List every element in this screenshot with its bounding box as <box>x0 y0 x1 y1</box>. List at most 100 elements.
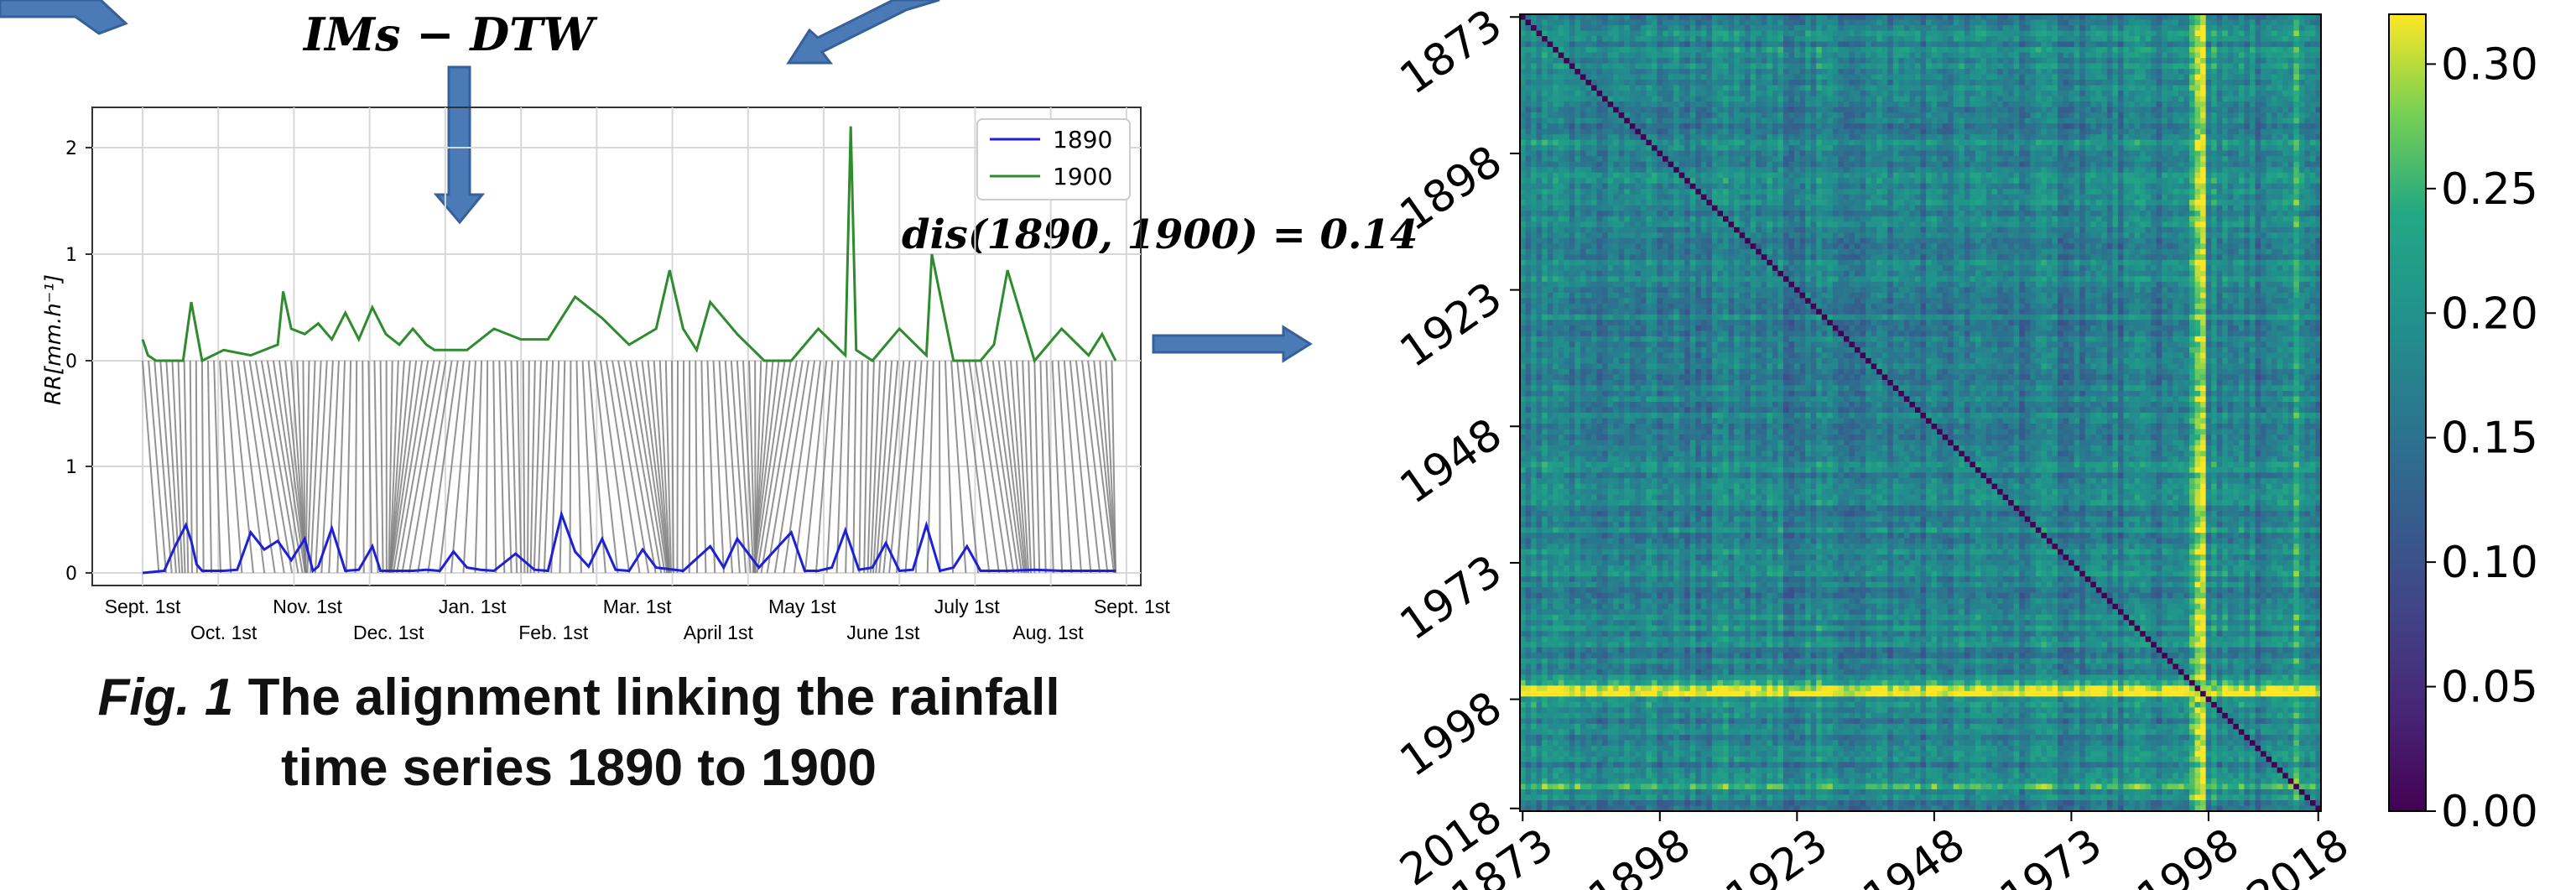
heatmap-cell <box>2019 134 2025 140</box>
heatmap-cell <box>2178 167 2184 173</box>
heatmap-cell <box>2074 107 2080 113</box>
heatmap-cell <box>1756 145 1762 151</box>
heatmap-cell <box>1975 123 1981 129</box>
heatmap-cell <box>1657 101 1663 107</box>
heatmap-cell <box>2310 14 2316 20</box>
heatmap-cell <box>2162 53 2167 59</box>
heatmap-cell <box>2266 101 2272 107</box>
heatmap-cell <box>1580 31 1586 37</box>
heatmap-cell <box>1608 58 1614 64</box>
heatmap-cell <box>1965 162 1970 168</box>
heatmap-cell <box>1789 69 1795 75</box>
heatmap-cell <box>2063 112 2069 118</box>
heatmap-cell <box>2041 151 2047 157</box>
heatmap-cell <box>1734 25 1740 31</box>
heatmap-cell <box>1695 151 1701 157</box>
heatmap-cell <box>1619 25 1625 31</box>
heatmap-cell <box>1827 75 1833 81</box>
heatmap-cell <box>1673 112 1679 118</box>
heatmap-cell <box>1833 129 1839 135</box>
heatmap-cell <box>1531 178 1537 184</box>
heatmap-cell <box>1844 173 1850 179</box>
heatmap-cell <box>1975 134 1981 140</box>
heatmap-cell <box>1822 118 1828 124</box>
heatmap-cell <box>1822 184 1828 190</box>
heatmap-cell <box>1745 80 1751 86</box>
heatmap-cell <box>2200 42 2206 48</box>
heatmap-cell <box>2118 118 2124 124</box>
heatmap-cell <box>2085 53 2091 59</box>
heatmap-cell <box>1542 20 1548 26</box>
heatmap-cell <box>1717 118 1723 124</box>
heatmap-cell <box>1932 69 1938 75</box>
heatmap-cell <box>2173 167 2178 173</box>
heatmap-cell <box>2052 118 2058 124</box>
heatmap-cell <box>1585 42 1591 48</box>
heatmap-cell <box>2101 145 2107 151</box>
heatmap-cell <box>1800 96 1806 102</box>
heatmap-cell <box>1811 91 1817 96</box>
heatmap-cell <box>2189 118 2195 124</box>
heatmap-cell <box>1800 173 1806 179</box>
heatmap-cell <box>2025 20 2031 26</box>
heatmap-cell <box>1756 53 1762 59</box>
heatmap-cell <box>1882 47 1888 53</box>
heatmap-cell <box>1673 107 1679 113</box>
heatmap-cell <box>1569 53 1575 59</box>
heatmap-cell <box>1652 47 1657 53</box>
heatmap-cell <box>1597 156 1603 162</box>
heatmap-cell <box>2200 178 2206 184</box>
heatmap-cell <box>1597 123 1603 129</box>
heatmap-cell <box>2129 96 2135 102</box>
heatmap-cell <box>1630 184 1636 190</box>
heatmap-cell <box>1619 156 1625 162</box>
heatmap-cell <box>2129 156 2135 162</box>
heatmap-cell <box>2299 96 2305 102</box>
heatmap-cell <box>1706 151 1712 157</box>
heatmap-cell <box>2118 178 2124 184</box>
heatmap-cell <box>2085 58 2091 64</box>
heatmap-cell <box>2239 58 2245 64</box>
heatmap-cell <box>2222 96 2228 102</box>
heatmap-cell <box>1822 14 1828 20</box>
heatmap-cell <box>1585 184 1591 190</box>
heatmap-cell <box>1838 140 1844 146</box>
heatmap-cell <box>1641 91 1647 96</box>
heatmap-cell <box>1613 134 1619 140</box>
heatmap-cell <box>1542 25 1548 31</box>
heatmap-cell <box>2272 118 2277 124</box>
heatmap-cell <box>1553 96 1559 102</box>
heatmap-cell <box>1915 31 1921 37</box>
heatmap-cell <box>1822 86 1828 91</box>
x-tick-label-month: Nov. 1st <box>273 596 342 617</box>
heatmap-cell <box>1684 86 1690 91</box>
heatmap-cell <box>1684 64 1690 70</box>
heatmap-cell <box>2112 80 2118 86</box>
heatmap-cell <box>2233 118 2239 124</box>
heatmap-cell <box>1613 47 1619 53</box>
heatmap-cell <box>1805 53 1811 59</box>
heatmap-cell <box>2288 101 2294 107</box>
heatmap-cell <box>1954 107 1959 113</box>
heatmap-cell <box>1701 69 1707 75</box>
heatmap-cell <box>1833 140 1839 146</box>
heatmap-cell <box>1794 107 1800 113</box>
heatmap-cell <box>1574 91 1580 96</box>
heatmap-cell <box>2211 80 2217 86</box>
heatmap-cell <box>2293 173 2299 179</box>
heatmap-cell <box>1657 118 1663 124</box>
heatmap-cell <box>1975 64 1981 70</box>
heatmap-cell <box>1986 178 1992 184</box>
heatmap-cell <box>1904 47 1910 53</box>
heatmap-cell <box>2233 156 2239 162</box>
heatmap-cell <box>2272 107 2277 113</box>
heatmap-cell <box>1948 112 1954 118</box>
heatmap-cell <box>1932 14 1938 20</box>
heatmap-cell <box>2266 91 2272 96</box>
heatmap-cell <box>2228 129 2234 135</box>
heatmap-cell <box>2162 107 2167 113</box>
heatmap-cell <box>1679 58 1685 64</box>
heatmap-cell <box>2079 101 2085 107</box>
heatmap-cell <box>2036 101 2042 107</box>
heatmap-cell <box>1772 80 1778 86</box>
